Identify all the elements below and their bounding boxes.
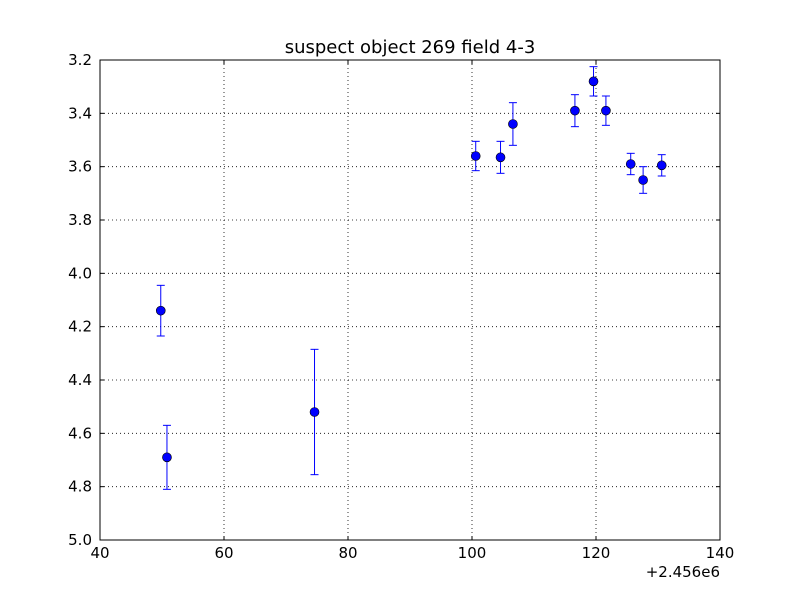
- y-tick-label: 3.2: [68, 51, 92, 69]
- y-tick-label: 4.8: [68, 478, 92, 496]
- data-point: [625, 159, 636, 169]
- x-tick-label: 100: [458, 544, 487, 562]
- x-tick-label: 40: [90, 544, 109, 562]
- x-tick-label: 60: [214, 544, 233, 562]
- data-point: [508, 119, 518, 129]
- y-tick-label: 4.0: [68, 264, 92, 282]
- data-point: [162, 452, 172, 463]
- data-series: [155, 66, 667, 490]
- data-point: [570, 105, 580, 116]
- y-tick-label: 4.6: [68, 424, 92, 442]
- x-tick-label: 120: [582, 544, 611, 562]
- chart-title: suspect object 269 field 4-3: [285, 37, 536, 58]
- data-point: [309, 407, 320, 417]
- y-tick-label: 4.2: [68, 318, 92, 336]
- y-tick-label: 3.8: [68, 211, 92, 229]
- y-tick-label: 3.6: [68, 158, 92, 176]
- y-tick-label: 4.4: [68, 371, 92, 389]
- x-tick-label: 80: [338, 544, 357, 562]
- data-point: [656, 160, 667, 171]
- data-point: [638, 175, 648, 185]
- data-point: [495, 152, 506, 163]
- axis-ticks: 40 60 80 100 120 140 3.2 3.4 3.6 3.8 4.0 4.2 4.4 4.6 4…: [68, 51, 734, 562]
- data-point: [155, 305, 166, 316]
- x-tick-label: 140: [706, 544, 735, 562]
- y-tick-label: 3.4: [68, 104, 92, 122]
- x-axis-offset-label: +2.456e6: [646, 563, 720, 581]
- data-point: [470, 151, 481, 161]
- data-point: [601, 105, 611, 116]
- plot-frame: [99, 59, 721, 541]
- y-tick-label: 5.0: [68, 531, 92, 549]
- data-point: [588, 76, 599, 87]
